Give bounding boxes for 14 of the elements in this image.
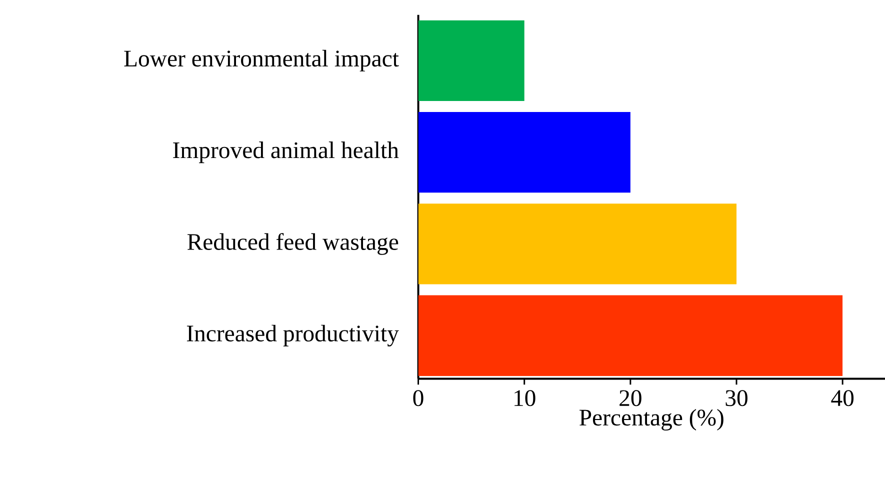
- y-tick-label: Increased productivity: [186, 325, 399, 347]
- x-tick-label: 0: [413, 390, 424, 406]
- x-tick-label: 10: [514, 390, 536, 406]
- x-axis-title: Percentage (%): [580, 409, 724, 431]
- y-tick-label: Improved animal health: [173, 142, 399, 164]
- bar: [418, 112, 630, 193]
- bar: [418, 20, 524, 102]
- x-tick-label: 40: [831, 390, 854, 406]
- bar: [418, 295, 843, 376]
- x-tick-label: 20: [620, 390, 642, 406]
- x-tick-label: 30: [726, 390, 748, 406]
- y-tick-label: Lower environmental impact: [124, 50, 399, 72]
- y-tick-label: Reduced feed wastage: [187, 233, 398, 256]
- bar: [418, 204, 736, 284]
